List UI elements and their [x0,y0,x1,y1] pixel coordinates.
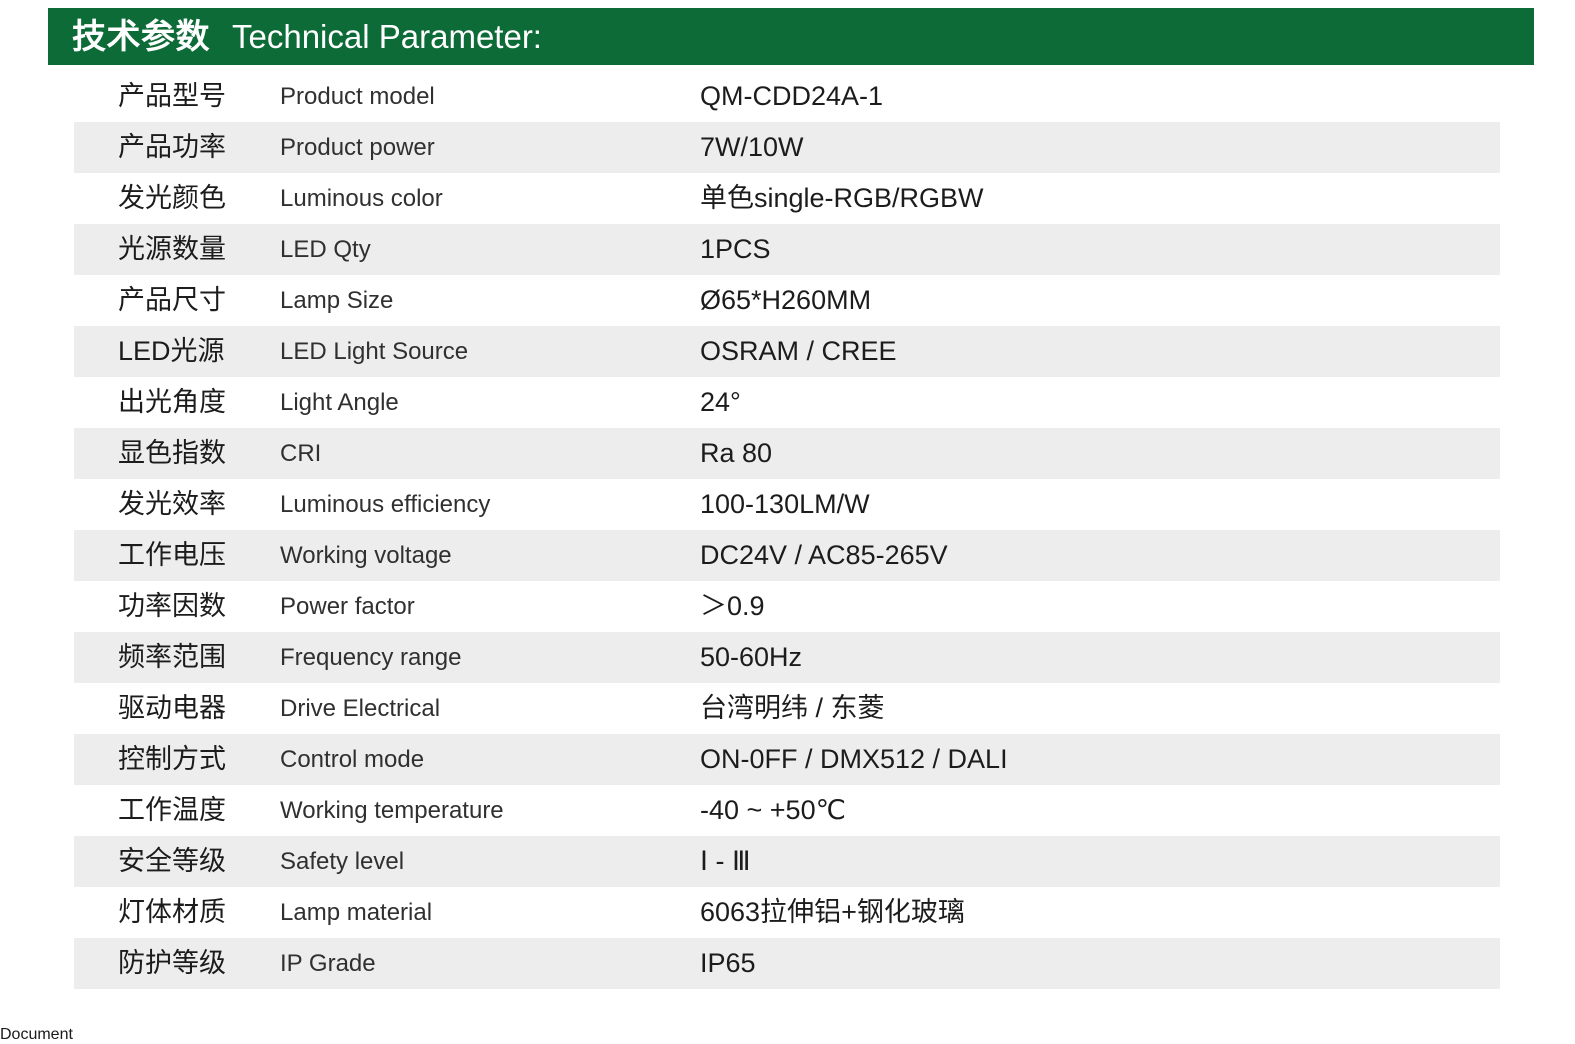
table-row: 发光颜色 Luminous color 单色single-RGB/RGBW [74,173,1500,224]
param-label-cn: 光源数量 [118,234,226,264]
param-label-en: Frequency range [280,643,462,671]
param-label-cn: 工作温度 [118,795,226,825]
param-value: ON-0FF / DMX512 / DALI [700,744,1008,774]
param-label-cn: 控制方式 [118,744,226,774]
param-label-en: Product model [280,82,435,110]
table-row: 灯体材质 Lamp material 6063拉伸铝+钢化玻璃 [74,887,1500,938]
param-value: 台湾明纬 / 东菱 [700,693,885,723]
param-label-en: Product power [280,133,435,161]
param-value: -40 ~ +50℃ [700,795,846,825]
param-label-cn: 频率范围 [118,642,226,672]
param-value: 单色single-RGB/RGBW [700,183,984,213]
table-row: LED光源 LED Light Source OSRAM / CREE [74,326,1500,377]
param-label-en: Light Angle [280,388,399,416]
param-label-cn: 安全等级 [118,846,226,876]
table-row: 工作电压 Working voltage DC24V / AC85-265V [74,530,1500,581]
param-value: OSRAM / CREE [700,336,897,366]
table-row: 发光效率 Luminous efficiency 100-130LM/W [74,479,1500,530]
param-label-en: Drive Electrical [280,694,441,722]
param-value: DC24V / AC85-265V [700,540,948,570]
param-label-en: Power factor [280,592,415,620]
param-label-cn: 发光效率 [118,489,226,519]
param-label-en: IP Grade [280,949,376,977]
param-value: IP65 [700,948,756,978]
table-row: 产品功率 Product power 7W/10W [74,122,1500,173]
param-label-en: LED Light Source [280,337,469,365]
table-row: 出光角度 Light Angle 24° [74,377,1500,428]
param-label-cn: 出光角度 [118,387,226,417]
param-label-cn: 产品尺寸 [118,285,226,315]
param-label-cn: 产品功率 [118,132,226,162]
param-value: QM-CDD24A-1 [700,81,884,111]
param-label-cn: 功率因数 [118,591,226,621]
section-header-title-en: Technical Parameter: [232,18,542,55]
table-row: 驱动电器 Drive Electrical 台湾明纬 / 东菱 [74,683,1500,734]
param-label-cn: 灯体材质 [118,897,226,927]
table-row: 光源数量 LED Qty 1PCS [74,224,1500,275]
table-row: 控制方式 Control mode ON-0FF / DMX512 / DALI [74,734,1500,785]
table-row: 防护等级 IP Grade IP65 [74,938,1500,989]
table-row: 频率范围 Frequency range 50-60Hz [74,632,1500,683]
param-value: 7W/10W [700,132,804,162]
param-value: 100-130LM/W [700,489,870,519]
section-header-banner: 技术参数 Technical Parameter: [48,8,1534,65]
param-value: 6063拉伸铝+钢化玻璃 [700,897,965,927]
param-value: 50-60Hz [700,642,803,672]
param-value: Ⅰ - Ⅲ [700,846,751,876]
param-label-en: CRI [280,439,322,467]
param-label-en: Safety level [280,847,405,875]
param-label-en: Luminous efficiency [280,490,491,518]
param-value: Ø65*H260MM [700,285,872,315]
param-label-en: Lamp material [280,898,433,926]
table-row: 产品型号 Product model QM-CDD24A-1 [74,71,1500,122]
param-label-cn: 发光颜色 [118,183,226,213]
param-label-cn: 驱动电器 [118,693,226,723]
param-label-cn: 显色指数 [118,438,226,468]
param-label-en: Working temperature [280,796,504,824]
param-value: 24° [700,387,741,417]
param-label-cn: 防护等级 [118,948,226,978]
param-label-en: Working voltage [280,541,452,569]
param-label-cn: 工作电压 [118,540,226,570]
param-label-cn: 产品型号 [118,81,226,111]
param-value: Ra 80 [700,438,773,468]
param-value: 1PCS [700,234,771,264]
param-label-en: Control mode [280,745,425,773]
param-label-cn: LED光源 [118,336,225,366]
parameter-table: 产品型号 Product model QM-CDD24A-1 产品功率 Product … [74,71,1500,989]
param-value: ＞0.9 [700,591,765,621]
section-header-title-cn: 技术参数 [72,17,210,56]
table-row: 工作温度 Working temperature -40 ~ +50℃ [74,785,1500,836]
param-label-en: LED Qty [280,235,371,263]
table-row: 显色指数 CRI Ra 80 [74,428,1500,479]
param-label-en: Luminous color [280,184,443,212]
table-row: 功率因数 Power factor ＞0.9 [74,581,1500,632]
param-label-en: Lamp Size [280,286,394,314]
table-row: 安全等级 Safety level Ⅰ - Ⅲ [74,836,1500,887]
table-row: 产品尺寸 Lamp Size Ø65*H260MM [74,275,1500,326]
